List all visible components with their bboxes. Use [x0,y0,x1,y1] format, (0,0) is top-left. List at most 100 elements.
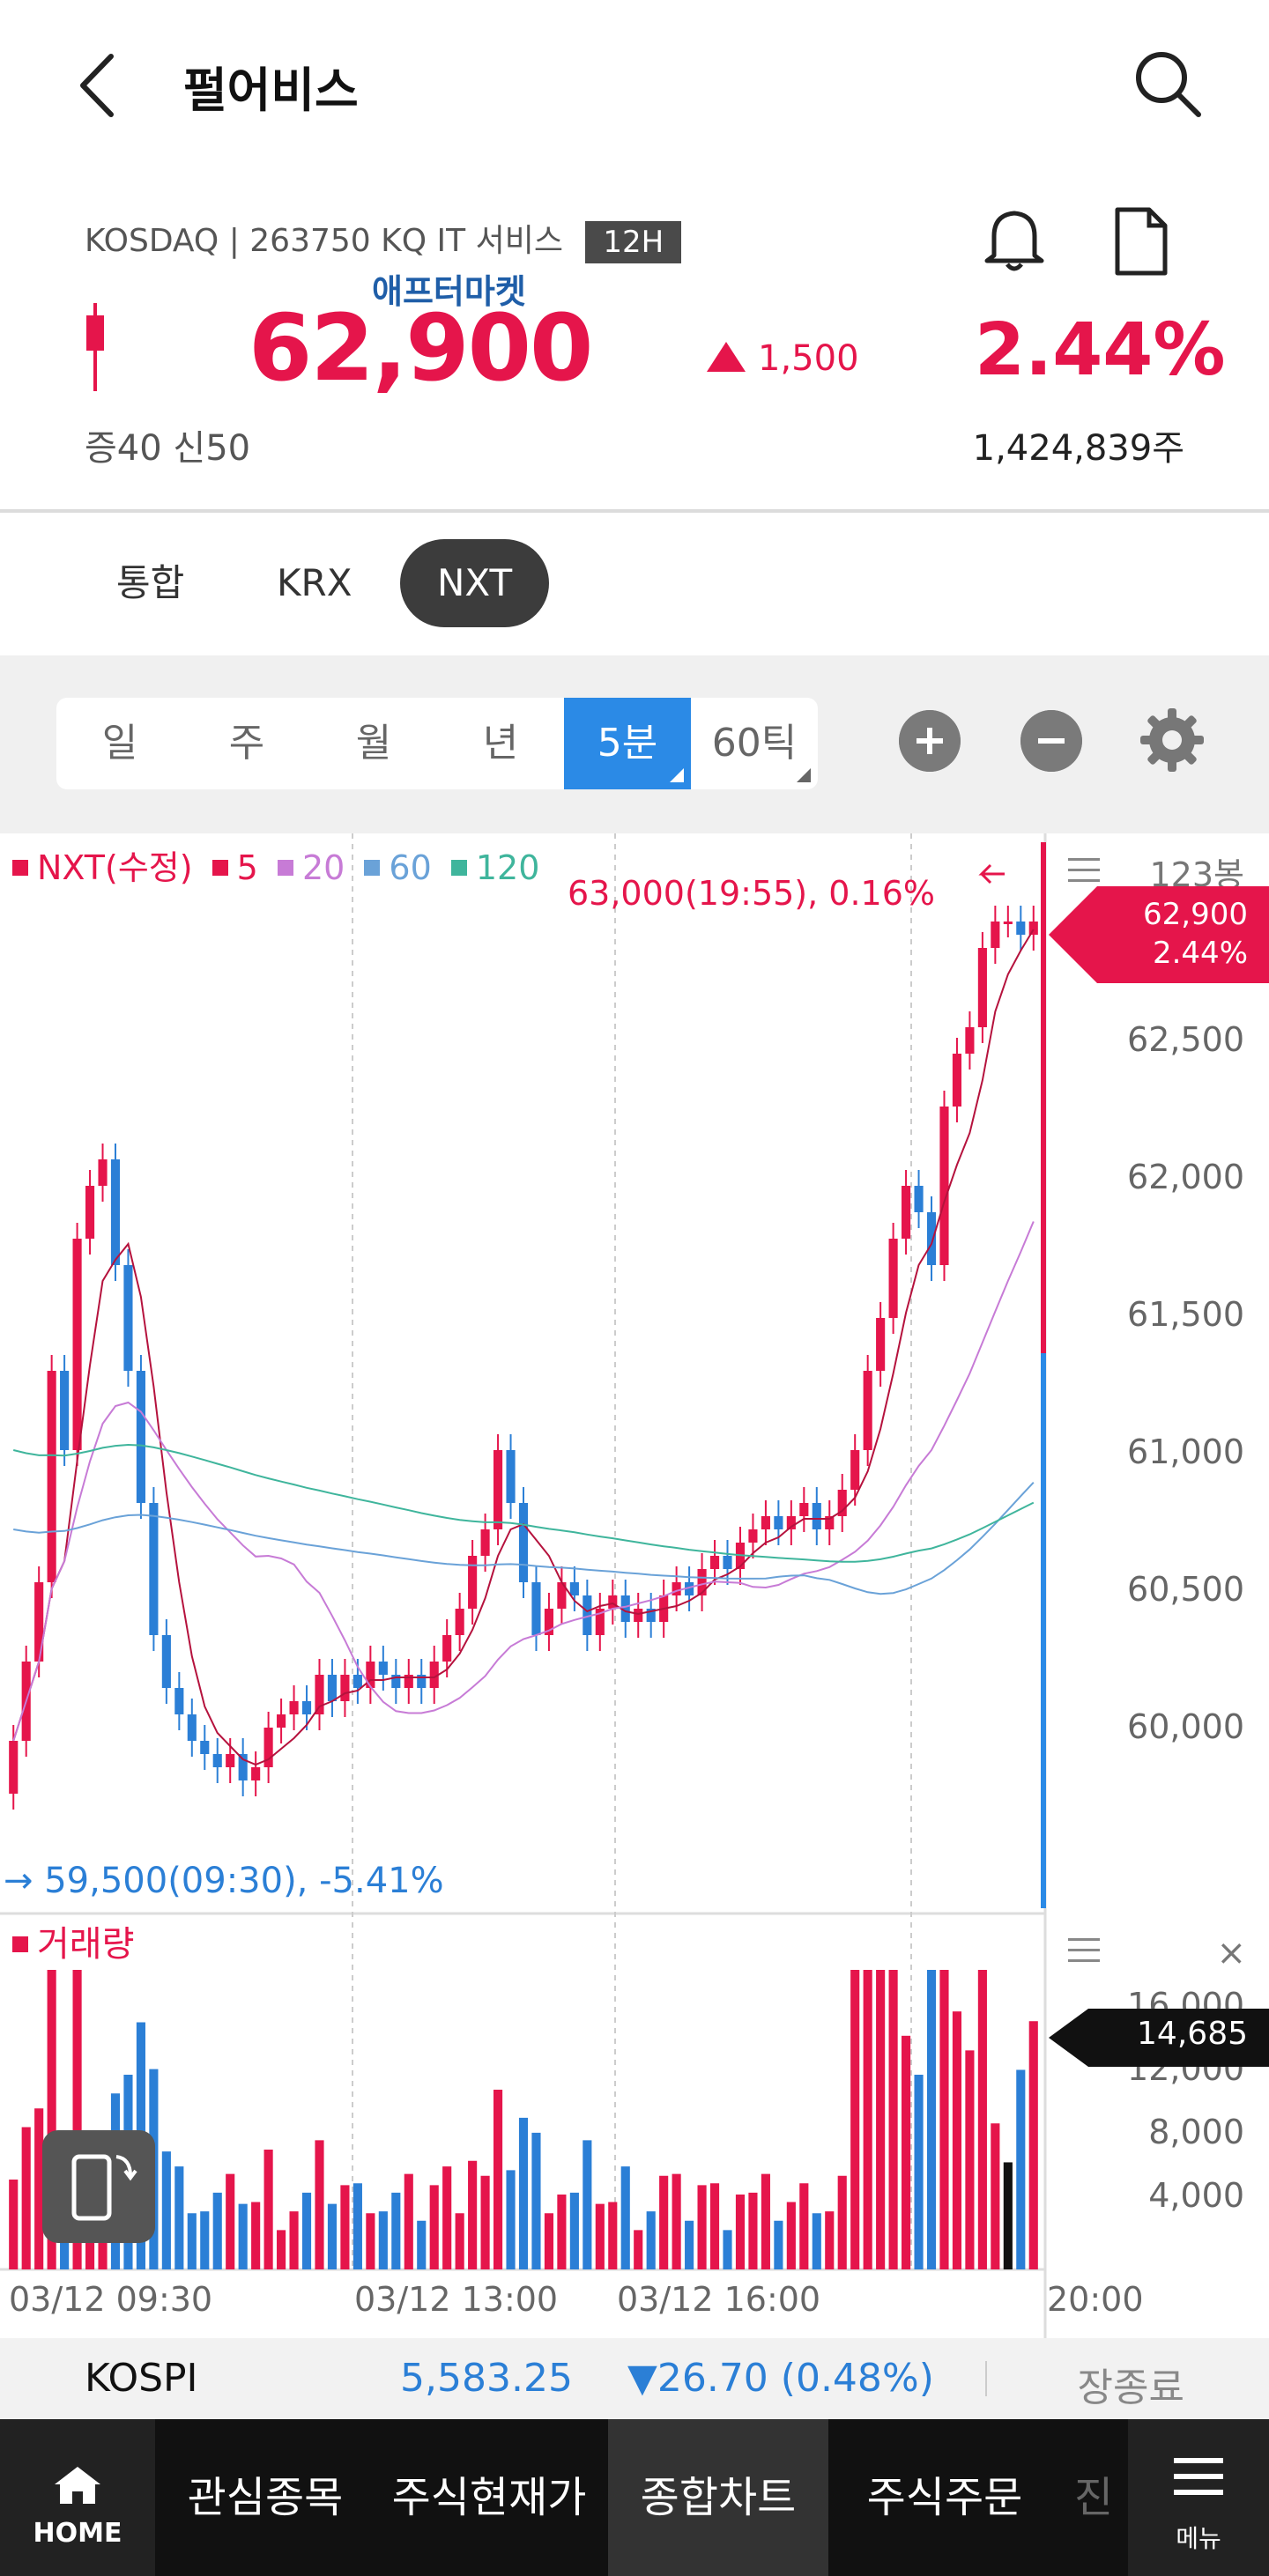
candle-body [289,1701,299,1714]
volume-bar [404,2173,413,2269]
volume-menu-icon[interactable] [1068,1938,1100,1963]
period-5min-label: 5분 [597,721,658,766]
legend-nxt: NXT(수정) [12,848,193,887]
menu-button[interactable]: 메뉴 [1128,2419,1269,2576]
period-60tick[interactable]: 60틱 [691,698,818,789]
candle-body [149,1503,159,1635]
volume-bar [21,2127,31,2269]
period-day[interactable]: 일 [101,721,138,766]
volume-bar [799,2183,809,2269]
tab-integrated[interactable]: 통합 [116,561,185,604]
x-tick-label: 03/12 09:30 [9,2280,213,2319]
candle-body [238,1754,248,1780]
volume-bar [646,2211,656,2269]
nav-more[interactable]: 진 [1073,2473,1114,2522]
candle-body [174,1688,184,1714]
badge-price: 62,900 [1143,897,1248,932]
candle-body [200,1741,210,1754]
nav-order[interactable]: 주식주문 [866,2473,1023,2522]
volume-bar [493,2090,503,2269]
volume-tick-label: 4,000 [1148,2176,1244,2215]
legend-ma60: 60 [364,848,432,887]
period-60tick-label: 60틱 [711,721,798,766]
candle-body [634,1609,643,1622]
kospi-ticker[interactable]: KOSPI 5,583.25 ▼26.70 (0.48%) 장종료 [0,2338,1269,2419]
zoom-out-icon[interactable] [1020,710,1082,772]
volume-bar [991,2123,1000,2269]
volume-legend-label: 거래량 [37,1924,135,1965]
volume-badge: 14,685 [1049,2009,1269,2067]
volume-bar [672,2173,681,2269]
candle-body [442,1635,452,1662]
volume-bar [417,2220,427,2269]
up-triangle-icon [707,342,746,372]
period-month[interactable]: 월 [355,721,392,766]
zoom-in-icon[interactable] [899,710,961,772]
legend-ma5-label: 5 [236,848,258,887]
page-title: 펄어비스 [183,63,359,118]
tab-nxt[interactable]: NXT [400,539,550,627]
volume-bar [914,2075,924,2269]
volume-bar [634,2230,643,2269]
period-week[interactable]: 주 [228,721,265,766]
high-arrow [978,863,1005,885]
current-price: 62,900 [249,294,593,402]
period-5min[interactable]: 5분 [564,698,691,789]
back-arrow-icon[interactable] [70,46,127,125]
chart-menu-icon[interactable] [1068,858,1100,883]
candle-body [9,1741,19,1794]
nav-chart[interactable]: 종합차트 [608,2419,828,2576]
candle-body [569,1582,579,1595]
volume-bar [608,2202,618,2269]
volume-bar [340,2185,350,2269]
volume-bar [735,2195,746,2269]
gear-icon[interactable] [1139,707,1206,774]
candle-body [723,1556,732,1569]
badge-pct: 2.44% [1152,936,1248,971]
volume-bar [315,2140,324,2269]
candle-body [277,1714,286,1728]
candle-body [952,1054,962,1107]
candle-body [620,1595,630,1622]
volume-bar [442,2166,452,2269]
divider [985,2361,987,2396]
volume-bar [251,2202,261,2269]
home-button[interactable]: HOME [0,2419,155,2576]
volume-bar [837,2175,847,2269]
candle-body [557,1582,567,1609]
stock-chart[interactable]: NXT(수정) 5 20 60 120 63,000(19:55), 0.16%… [0,833,1269,2338]
candle-body [404,1675,413,1688]
nav-watchlist[interactable]: 관심종목 [187,2473,344,2522]
volume-bar [455,2213,464,2269]
meta-separator: | [228,223,250,259]
candle-body [1016,922,1026,935]
candle-body [888,1239,898,1318]
stock-meta: KOSDAQ | 263750 KQ IT 서비스 12H [85,215,682,263]
nav-current-price[interactable]: 주식현재가 [391,2473,587,2522]
price-change: 1,500 [707,338,859,379]
volume-bar [366,2213,375,2269]
margin-info: 증40 신50 [85,428,251,469]
menu-label: 메뉴 [1176,2524,1221,2553]
tab-krx[interactable]: KRX [277,561,352,604]
candle-body [672,1582,681,1595]
rotate-screen-icon[interactable] [42,2130,155,2243]
mini-candle-icon [86,303,104,391]
search-icon[interactable] [1128,44,1207,123]
candle-body [902,1186,911,1239]
bell-icon[interactable] [982,204,1047,275]
close-icon[interactable]: × [1216,1933,1246,1973]
document-icon[interactable] [1112,206,1170,277]
volume-bar [1003,2162,1013,2269]
y-tick-label: 62,000 [1127,1158,1244,1196]
aftermarket-label: 애프터마켓 [372,272,526,311]
candle-body [914,1186,924,1212]
legend-ma120: 120 [450,848,539,887]
volume-bar [187,2213,197,2269]
candle-body [34,1582,44,1662]
volume-bar [518,2117,529,2269]
period-year[interactable]: 년 [482,721,519,766]
volume-bar [391,2192,401,2269]
candle-body [480,1529,490,1556]
session-badge: 12H [585,221,682,263]
